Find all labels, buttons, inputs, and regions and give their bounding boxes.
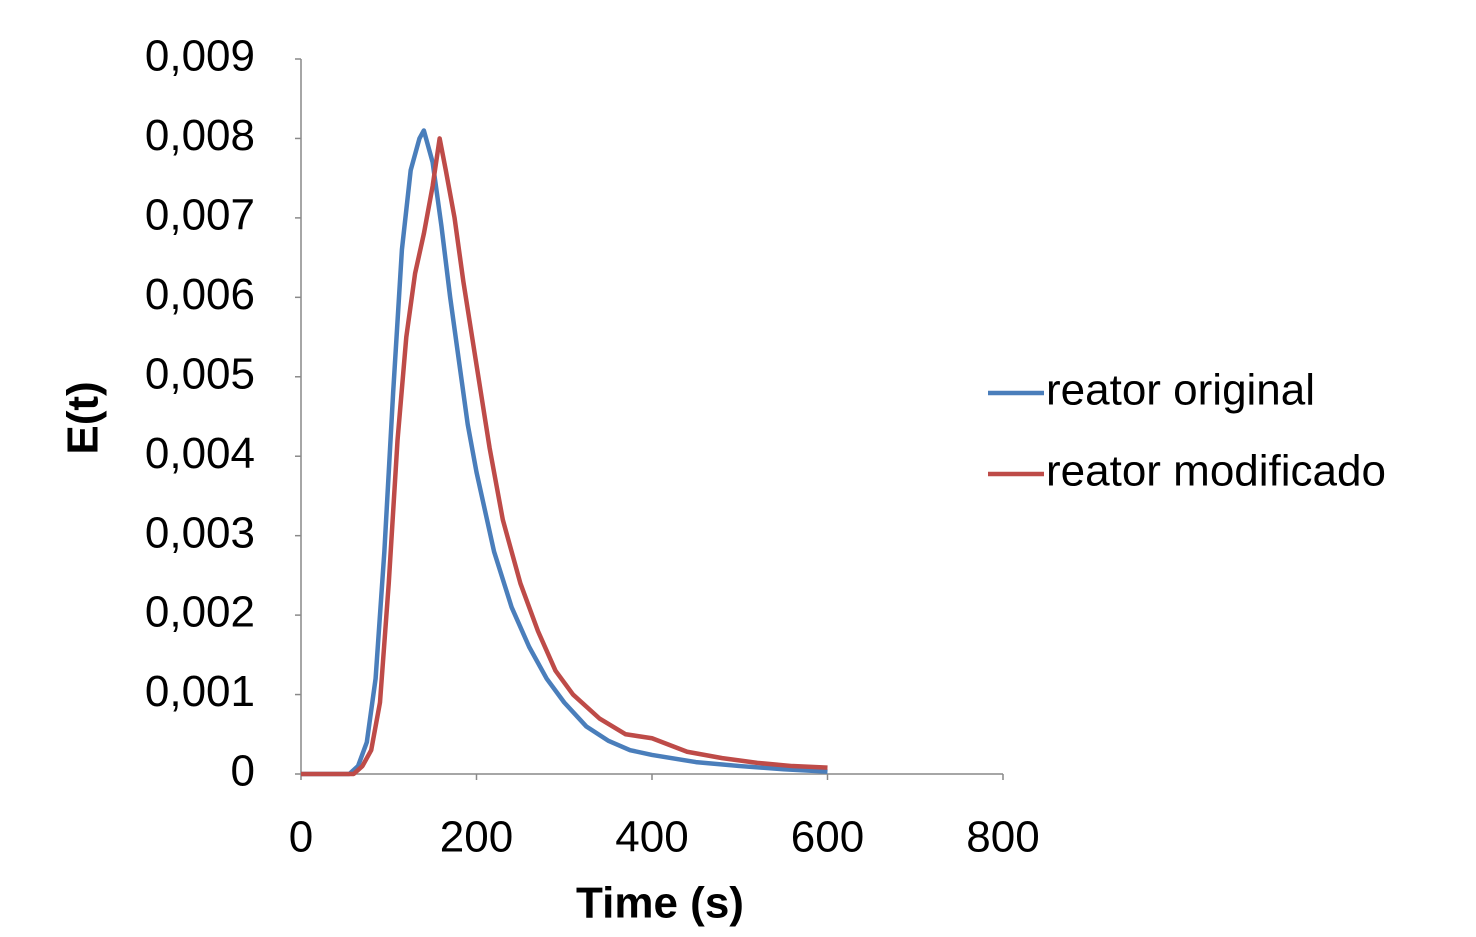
data-line (301, 128, 828, 777)
y-tick-label: 0 (231, 747, 255, 796)
y-tick-label: 0,008 (145, 111, 255, 160)
legend-label: reator original (1046, 366, 1315, 415)
x-tick-label: 400 (615, 813, 688, 862)
x-tick-label: 200 (440, 813, 513, 862)
x-tick-label: 600 (791, 813, 864, 862)
y-tick-label: 0,007 (145, 191, 255, 240)
legend-label: reator modificado (1046, 447, 1386, 496)
y-tick-label: 0,006 (145, 270, 255, 319)
y-tick-label: 0,009 (145, 32, 255, 81)
x-tick-label: 0 (289, 813, 313, 862)
y-axis-title: E(t) (59, 381, 108, 454)
data-line (301, 136, 828, 777)
y-tick-label: 0,003 (145, 508, 255, 557)
x-axis-title: Time (s) (576, 879, 744, 928)
y-tick-label: 0,001 (145, 667, 255, 716)
y-tick-label: 0,004 (145, 429, 255, 478)
y-tick-label: 0,002 (145, 588, 255, 637)
y-tick-label: 0,005 (145, 349, 255, 398)
x-tick-label: 800 (966, 813, 1039, 862)
